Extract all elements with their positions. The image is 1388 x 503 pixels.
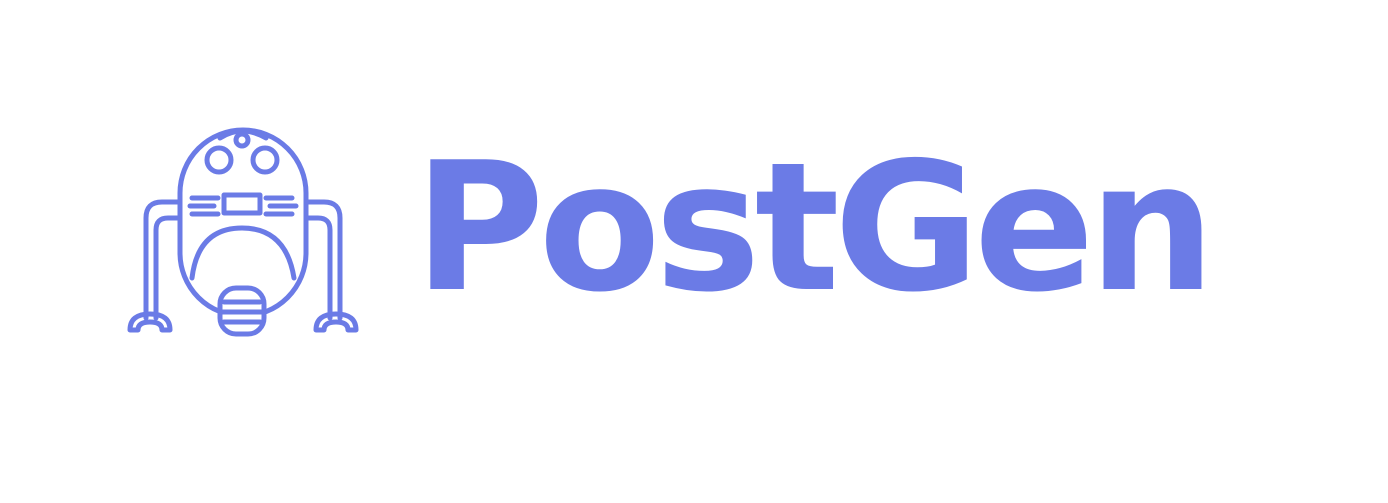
robot-right-arm [303,199,343,321]
robot-icon [127,127,359,337]
robot-right-eye [250,145,280,175]
robot-left-arm [143,199,183,321]
robot-mouth [221,192,263,216]
robot-left-claw [127,311,173,333]
robot-right-claw [313,311,359,333]
robot-belly [189,225,297,281]
robot-center-eye [233,131,251,149]
brand-wordmark: PostGen [414,124,1215,331]
robot-cap [217,128,269,141]
robot-left-eye [204,145,234,175]
